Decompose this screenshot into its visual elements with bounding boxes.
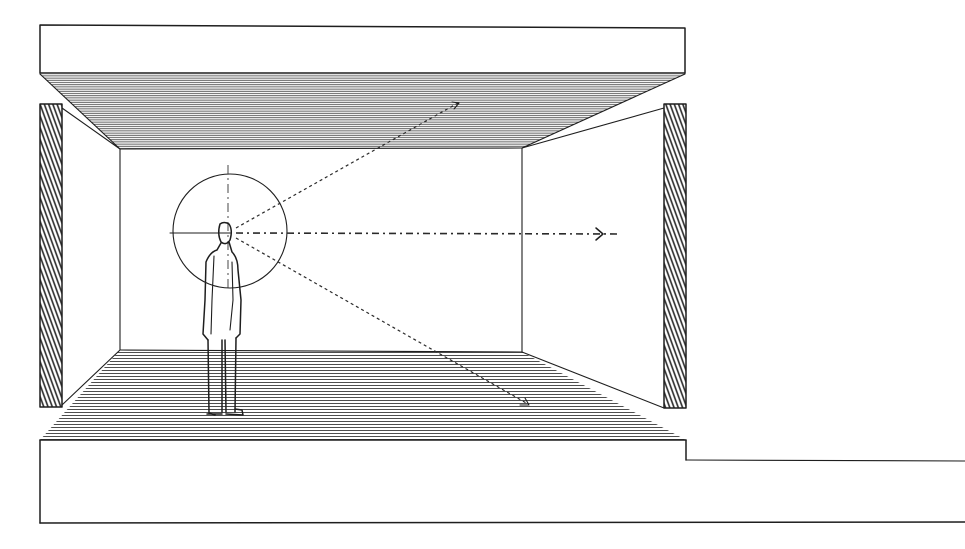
left-wall-section [39, 103, 63, 408]
right-wall-section [663, 103, 687, 409]
floor-slab [39, 439, 965, 524]
floor-plane [39, 349, 687, 441]
ceiling-slab [39, 24, 686, 74]
sight-lines [235, 101, 621, 406]
cone-of-vision-icon [169, 165, 288, 290]
ceiling-plane [39, 73, 686, 150]
standing-person-icon [202, 221, 244, 416]
